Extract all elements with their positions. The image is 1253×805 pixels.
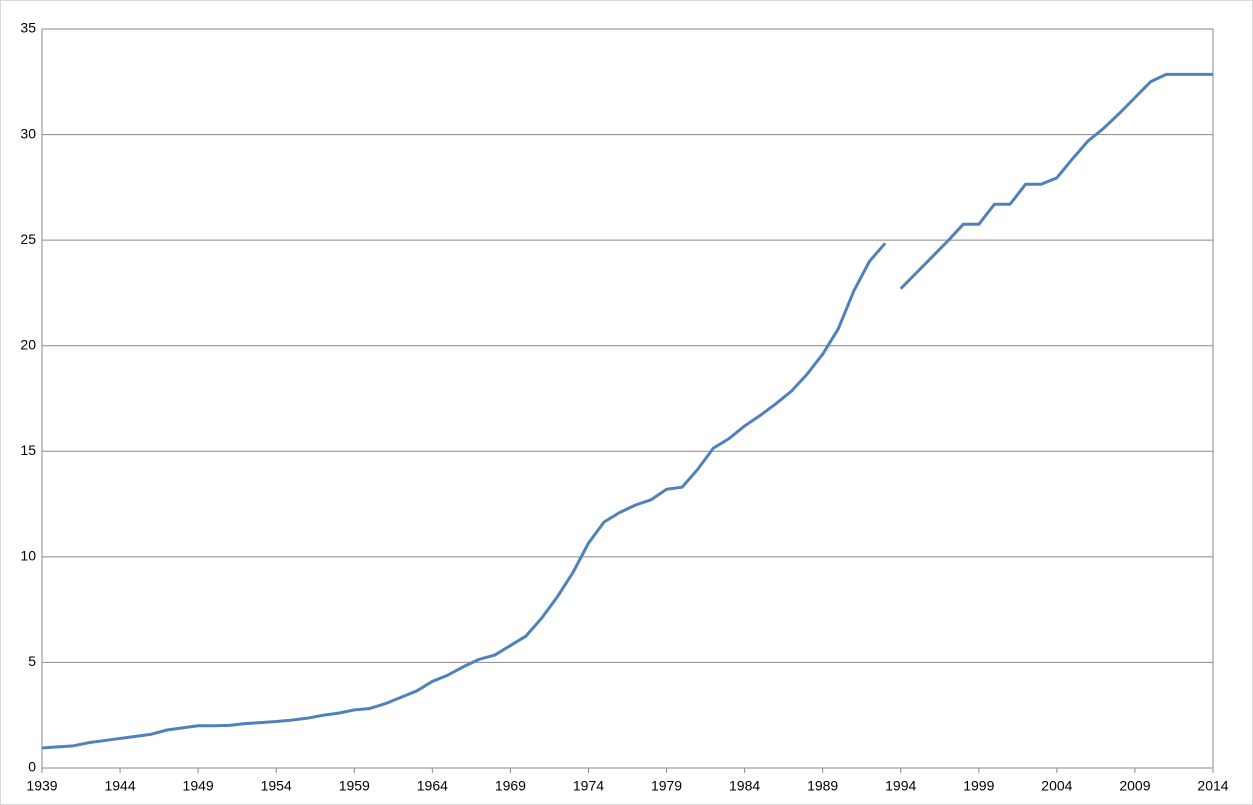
x-tick-label: 1944 xyxy=(104,778,135,794)
x-tick-label: 1969 xyxy=(495,778,526,794)
x-tick-label: 1989 xyxy=(807,778,838,794)
y-tick-label: 5 xyxy=(28,653,36,669)
y-tick-label: 0 xyxy=(28,759,36,775)
y-tick-label: 10 xyxy=(20,548,36,564)
x-tick-label: 2009 xyxy=(1119,778,1150,794)
y-tick-label: 30 xyxy=(20,125,36,141)
x-tick-label: 1949 xyxy=(183,778,214,794)
y-tick-label: 35 xyxy=(20,20,36,36)
x-tick-label: 2014 xyxy=(1197,778,1228,794)
x-tick-label: 1999 xyxy=(963,778,994,794)
data-line xyxy=(899,72,1213,290)
y-tick-label: 15 xyxy=(20,442,36,458)
y-tick-label: 25 xyxy=(20,231,36,247)
data-line xyxy=(41,242,887,750)
x-tick-label: 1939 xyxy=(26,778,57,794)
x-tick-label: 1954 xyxy=(261,778,292,794)
x-tick-label: 1979 xyxy=(651,778,682,794)
x-tick-label: 1959 xyxy=(339,778,370,794)
x-tick-label: 2004 xyxy=(1041,778,1072,794)
x-tick-label: 1964 xyxy=(417,778,448,794)
x-tick-label: 1984 xyxy=(729,778,760,794)
y-tick-label: 20 xyxy=(20,336,36,352)
x-tick-label: 1974 xyxy=(573,778,604,794)
x-tick-label: 1994 xyxy=(885,778,916,794)
